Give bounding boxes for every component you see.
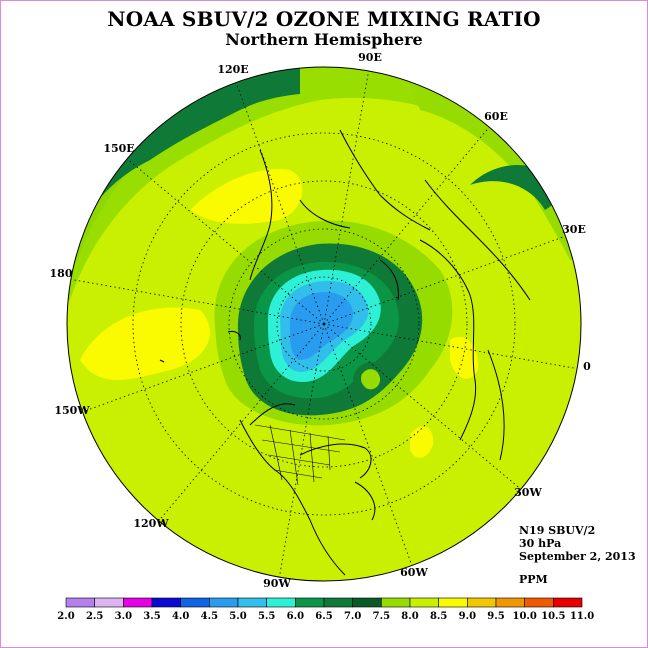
colorbar-tick-label: 4.5 bbox=[201, 611, 218, 622]
colorbar-swatch bbox=[151, 597, 181, 608]
colorbar-swatches bbox=[65, 597, 583, 608]
lon-label-60e: 60E bbox=[484, 110, 508, 123]
colorbar-swatch bbox=[381, 597, 411, 608]
info-date: September 2, 2013 bbox=[519, 550, 636, 563]
colorbar: 2.0 2.5 3.0 3.5 4.0 4.5 5.0 5.5 6.0 6.5 7.0 7.5 8.0 8… bbox=[57, 597, 594, 622]
contour-yellow-upper bbox=[190, 169, 303, 224]
colorbar-swatch bbox=[495, 597, 525, 608]
coastlines bbox=[159, 129, 531, 576]
colorbar-swatch bbox=[237, 597, 267, 608]
lon-label-30e: 30E bbox=[562, 223, 586, 236]
info-level: 30 hPa bbox=[519, 537, 562, 550]
colorbar-tick-label: 6.5 bbox=[315, 611, 332, 622]
colorbar-swatch bbox=[65, 597, 95, 608]
lon-label-150w: 150W bbox=[54, 404, 90, 417]
colorbar-tick-label: 7.0 bbox=[344, 611, 361, 622]
info-block: N19 SBUV/2 30 hPa September 2, 2013 PPM bbox=[519, 524, 636, 586]
colorbar-tick-label: 10.5 bbox=[541, 611, 565, 622]
colorbar-swatch bbox=[409, 597, 439, 608]
political-boundaries bbox=[254, 424, 346, 486]
colorbar-swatch bbox=[323, 597, 353, 608]
colorbar-tick-label: 8.5 bbox=[430, 611, 447, 622]
contour-notch-inner bbox=[361, 369, 381, 390]
colorbar-swatch bbox=[467, 597, 497, 608]
colorbar-tick-label: 2.0 bbox=[57, 611, 74, 622]
colorbar-tick-label: 9.5 bbox=[487, 611, 504, 622]
lon-label-120w: 120W bbox=[133, 517, 169, 530]
colorbar-tick-label: 11.0 bbox=[570, 611, 594, 622]
colorbar-tick-label: 10.0 bbox=[512, 611, 536, 622]
colorbar-tick-label: 3.0 bbox=[115, 611, 132, 622]
colorbar-tick-label: 7.5 bbox=[373, 611, 390, 622]
colorbar-tick-label: 5.5 bbox=[258, 611, 275, 622]
info-instrument: N19 SBUV/2 bbox=[519, 524, 596, 537]
colorbar-swatch bbox=[438, 597, 468, 608]
lon-label-0: 0 bbox=[583, 360, 591, 373]
colorbar-tick-label: 4.0 bbox=[172, 611, 189, 622]
colorbar-swatch bbox=[553, 597, 583, 608]
colorbar-swatch bbox=[94, 597, 124, 608]
map-edge bbox=[66, 66, 582, 582]
longitude-labels: 90E 60E 30E 0 30W 60W 90W 120W 150W 180 … bbox=[50, 51, 592, 590]
lon-label-30w: 30W bbox=[514, 486, 542, 499]
lon-label-150e: 150E bbox=[103, 142, 134, 155]
map-subtitle: Northern Hemisphere bbox=[225, 30, 423, 49]
graticule-parallels bbox=[132, 132, 516, 516]
lon-label-60w: 60W bbox=[400, 566, 428, 579]
colorbar-swatch bbox=[524, 597, 554, 608]
lon-label-90e: 90E bbox=[358, 51, 382, 64]
ozone-field bbox=[67, 67, 581, 581]
colorbar-tick-label: 8.0 bbox=[401, 611, 418, 622]
colorbar-tick-label: 9.0 bbox=[459, 611, 476, 622]
colorbar-swatch bbox=[295, 597, 325, 608]
colorbar-tick-label: 6.0 bbox=[287, 611, 304, 622]
colorbar-swatch bbox=[352, 597, 382, 608]
lon-label-90w: 90W bbox=[263, 577, 291, 590]
info-units: PPM bbox=[519, 573, 548, 586]
colorbar-ticks: 2.0 2.5 3.0 3.5 4.0 4.5 5.0 5.5 6.0 6.5 7.0 7.5 8.0 8… bbox=[57, 611, 594, 622]
colorbar-swatch bbox=[180, 597, 210, 608]
colorbar-swatch bbox=[123, 597, 153, 608]
colorbar-tick-label: 3.5 bbox=[143, 611, 160, 622]
contour-yellow-lower bbox=[410, 426, 434, 458]
colorbar-swatch bbox=[209, 597, 239, 608]
colorbar-tick-label: 2.5 bbox=[86, 611, 103, 622]
colorbar-swatch bbox=[266, 597, 296, 608]
contour-yellow-left bbox=[80, 307, 210, 380]
colorbar-tick-label: 5.0 bbox=[229, 611, 246, 622]
map-title: NOAA SBUV/2 OZONE MIXING RATIO bbox=[107, 7, 541, 31]
lon-label-180: 180 bbox=[50, 267, 73, 280]
lon-label-120e: 120E bbox=[217, 63, 248, 76]
